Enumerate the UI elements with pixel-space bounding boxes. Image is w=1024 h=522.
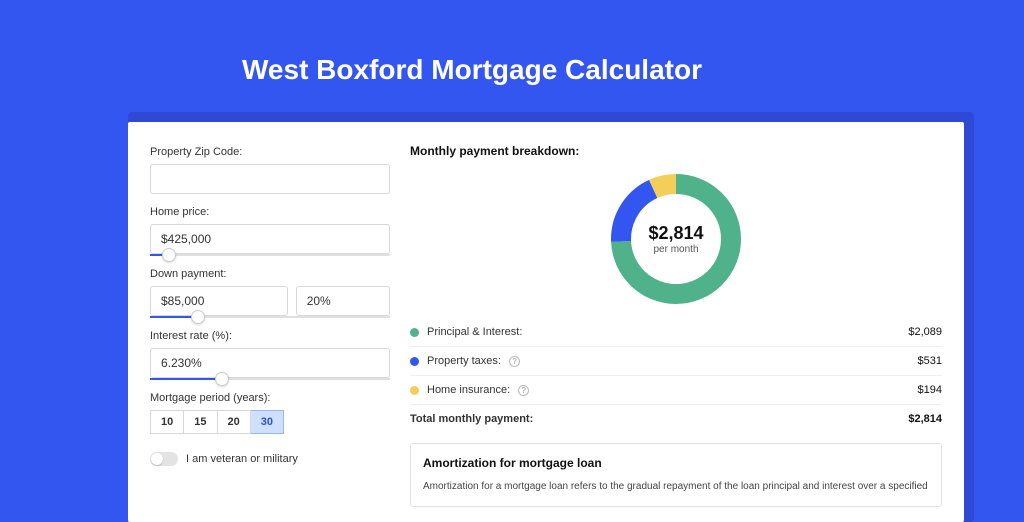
- page-title: West Boxford Mortgage Calculator: [0, 54, 974, 86]
- interest-rate-slider[interactable]: [150, 378, 390, 380]
- interest-rate-label: Interest rate (%):: [150, 330, 390, 342]
- legend-total-value: $2,814: [908, 413, 942, 425]
- period-btn-20[interactable]: 20: [218, 410, 251, 434]
- home-price-slider-thumb[interactable]: [162, 248, 176, 262]
- interest-rate-slider-thumb[interactable]: [215, 372, 229, 386]
- legend-value: $2,089: [908, 326, 942, 338]
- legend-value: $194: [918, 384, 942, 396]
- legend-row: Principal & Interest: $2,089: [410, 318, 942, 346]
- breakdown-title: Monthly payment breakdown:: [410, 144, 942, 158]
- info-icon[interactable]: ?: [509, 356, 520, 367]
- home-price-input[interactable]: [150, 224, 390, 254]
- donut-sub: per month: [653, 244, 698, 255]
- legend-row: Property taxes:? $531: [410, 346, 942, 375]
- period-label: Mortgage period (years):: [150, 392, 390, 404]
- veteran-label: I am veteran or military: [186, 453, 298, 465]
- legend-row: Home insurance:? $194: [410, 375, 942, 404]
- legend-label: Principal & Interest:: [427, 326, 522, 338]
- veteran-toggle[interactable]: [150, 452, 178, 466]
- period-btn-15[interactable]: 15: [184, 410, 217, 434]
- inputs-column: Property Zip Code: Home price: Down paym…: [150, 144, 390, 522]
- donut-chart-wrap: $2,814 per month: [410, 166, 942, 318]
- legend-label: Home insurance:: [427, 384, 510, 396]
- zip-input[interactable]: [150, 164, 390, 194]
- legend-value: $531: [918, 355, 942, 367]
- down-payment-percent-input[interactable]: [296, 286, 390, 316]
- veteran-toggle-knob: [151, 453, 163, 465]
- amortization-box: Amortization for mortgage loan Amortizat…: [410, 443, 942, 507]
- info-icon[interactable]: ?: [518, 385, 529, 396]
- legend-dot: [410, 357, 419, 366]
- down-payment-slider-thumb[interactable]: [191, 310, 205, 324]
- period-buttons: 10152030: [150, 410, 390, 434]
- legend: Principal & Interest: $2,089 Property taxe…: [410, 318, 942, 404]
- period-btn-10[interactable]: 10: [150, 410, 184, 434]
- amortization-text: Amortization for a mortgage loan refers …: [423, 480, 929, 494]
- donut-chart: $2,814 per month: [611, 174, 741, 304]
- amortization-title: Amortization for mortgage loan: [423, 456, 929, 470]
- card-shadow: Property Zip Code: Home price: Down paym…: [128, 112, 974, 522]
- legend-dot: [410, 386, 419, 395]
- down-payment-slider[interactable]: [150, 316, 390, 318]
- legend-total-row: Total monthly payment: $2,814: [410, 404, 942, 433]
- home-price-label: Home price:: [150, 206, 390, 218]
- legend-label: Property taxes:: [427, 355, 501, 367]
- interest-rate-input[interactable]: [150, 348, 390, 378]
- zip-label: Property Zip Code:: [150, 146, 390, 158]
- donut-amount: $2,814: [648, 223, 703, 244]
- breakdown-column: Monthly payment breakdown: $2,814 per mo…: [410, 144, 942, 522]
- calculator-card: Property Zip Code: Home price: Down paym…: [128, 122, 964, 522]
- legend-total-label: Total monthly payment:: [410, 413, 533, 425]
- legend-dot: [410, 328, 419, 337]
- down-payment-label: Down payment:: [150, 268, 390, 280]
- period-btn-30[interactable]: 30: [251, 410, 284, 434]
- home-price-slider[interactable]: [150, 254, 390, 256]
- down-payment-amount-input[interactable]: [150, 286, 288, 316]
